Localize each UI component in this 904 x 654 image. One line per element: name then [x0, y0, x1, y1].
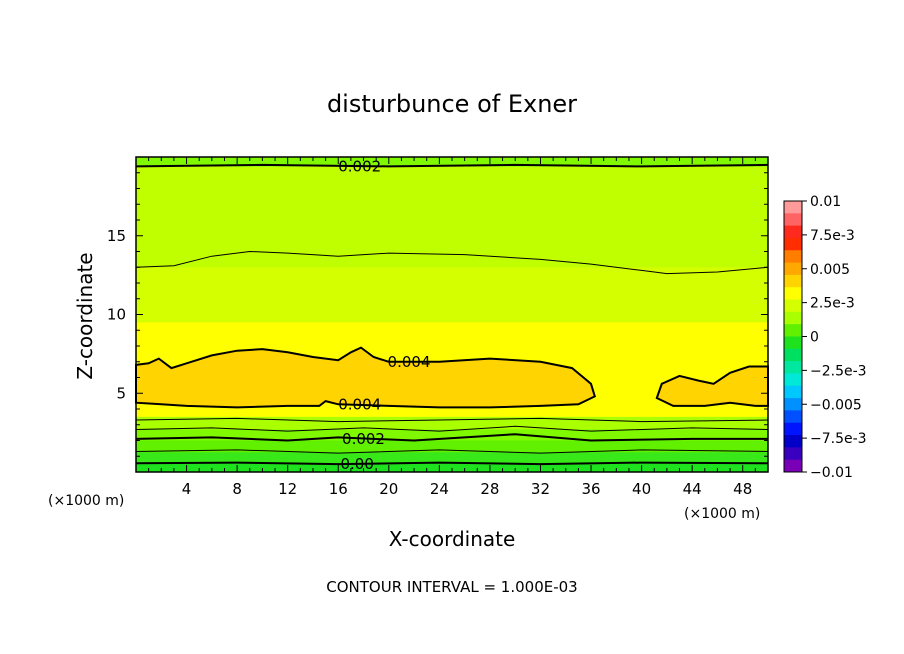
colorbar-label: −7.5e-3	[810, 431, 867, 447]
y-tick-label: 15	[107, 227, 126, 245]
colorbar-label: 0.01	[810, 194, 841, 210]
colorbar-label: −0.01	[810, 465, 853, 481]
colorbar-swatch	[784, 299, 802, 313]
y-tick-label: 5	[116, 384, 126, 402]
x-tick-label: 8	[232, 480, 242, 498]
colorbar-swatch	[784, 250, 802, 264]
colorbar-swatch	[784, 373, 802, 387]
contour-label-3: 0.002	[342, 430, 385, 448]
contour-region-0.004-west	[135, 346, 597, 409]
colorbar-swatch	[784, 410, 802, 424]
colorbar-label: 2.5e-3	[810, 296, 855, 312]
x-tick-label: 24	[430, 480, 449, 498]
x-unit-label-right: (×1000 m)	[684, 506, 760, 522]
colorbar-swatch	[784, 385, 802, 399]
colorbar-label: 0.005	[810, 262, 850, 278]
colorbar-swatch	[784, 324, 802, 337]
colorbar-swatch	[784, 225, 802, 239]
contour-line-2	[135, 417, 769, 423]
colorbar: 0.01 7.5e-3 0.005 2.5e-3 0 −2.5e-3 −0.005 −7.5e…	[783, 194, 867, 481]
colorbar-swatch	[784, 336, 802, 350]
y-axis-label: Z-coordinate	[73, 252, 97, 379]
x-unit-label-left: (×1000 m)	[48, 493, 124, 509]
contour-label-1: 0.004	[388, 353, 431, 371]
contour-line-1	[135, 250, 769, 275]
x-tick-label: 16	[329, 480, 348, 498]
contour-label-0: 0.002	[338, 157, 381, 175]
colorbar-swatch	[784, 398, 802, 411]
contour-label-2: 0.004	[338, 395, 381, 413]
colorbar-swatch	[784, 213, 802, 227]
contour-line-3	[135, 425, 769, 432]
x-tick-label: 44	[683, 480, 702, 498]
colorbar-swatch	[784, 447, 802, 461]
x-tick-label: 12	[278, 480, 297, 498]
x-tick-label: 36	[581, 480, 600, 498]
colorbar-swatch	[784, 201, 802, 214]
colorbar-swatch	[784, 287, 802, 301]
contour-line-0	[135, 163, 769, 168]
contour-label-4: 0.00	[340, 455, 373, 473]
contour-line-6	[135, 461, 769, 466]
colorbar-swatch	[784, 311, 802, 325]
x-tick-label: 4	[182, 480, 192, 498]
colorbar-swatch	[784, 348, 802, 362]
colorbar-swatch	[784, 262, 802, 276]
x-tick-label: 40	[632, 480, 651, 498]
colorbar-label: −0.005	[810, 397, 862, 413]
x-tick-label: 20	[379, 480, 398, 498]
x-tick-label: 32	[531, 480, 550, 498]
contour-line-5	[135, 449, 769, 454]
chart-title: disturbunce of Exner	[327, 90, 577, 118]
contour-line-4	[135, 433, 768, 442]
colorbar-label: 0	[810, 330, 819, 346]
colorbar-label: 7.5e-3	[810, 228, 855, 244]
x-tick-label: 48	[733, 480, 752, 498]
colorbar-swatch	[784, 274, 802, 288]
colorbar-swatch	[784, 361, 802, 374]
colorbar-label: −2.5e-3	[810, 363, 867, 379]
x-axis-label: X-coordinate	[389, 527, 516, 551]
colorbar-swatch	[784, 422, 802, 436]
contour-interval-text: CONTOUR INTERVAL = 1.000E-03	[326, 578, 577, 596]
y-tick-label: 10	[107, 306, 126, 324]
contour-band-8	[136, 463, 768, 472]
colorbar-swatch	[784, 237, 802, 251]
colorbar-swatch	[784, 435, 802, 448]
colorbar-swatch	[784, 459, 802, 473]
contour-region-0.004-east	[655, 365, 769, 407]
x-tick-label: 28	[480, 480, 499, 498]
